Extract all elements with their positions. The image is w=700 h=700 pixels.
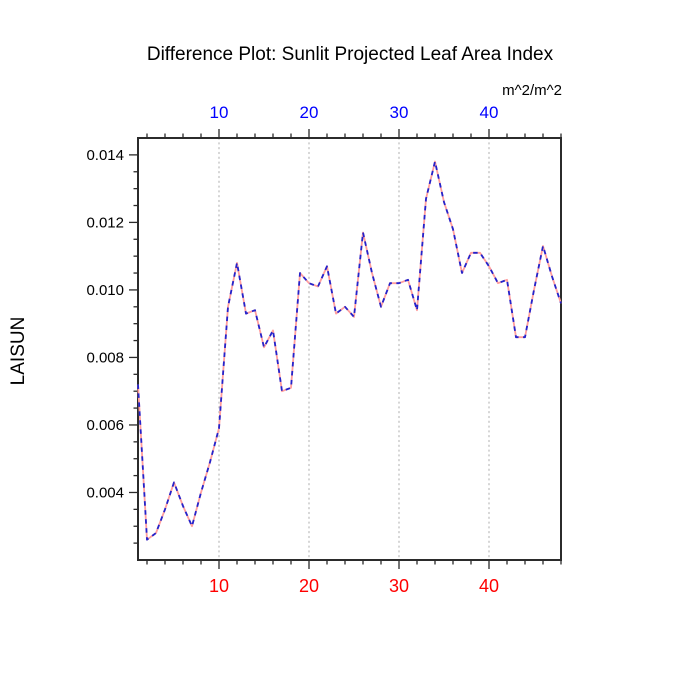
series-line-dashed	[137, 160, 562, 541]
x-tick-label-bottom: 40	[479, 576, 499, 596]
x-tick-label-top: 40	[480, 103, 499, 122]
x-tick-label-bottom: 20	[299, 576, 319, 596]
x-tick-label-bottom: 30	[389, 576, 409, 596]
x-tick-label-bottom: 10	[209, 576, 229, 596]
x-tick-label-top: 20	[300, 103, 319, 122]
y-tick-label: 0.008	[86, 349, 124, 366]
y-tick-label: 0.004	[86, 484, 124, 501]
y-tick-label: 0.006	[86, 417, 124, 434]
x-tick-label-top: 10	[210, 103, 229, 122]
series-line-underlay	[137, 160, 562, 541]
y-tick-label: 0.012	[86, 214, 124, 231]
chart-title: Difference Plot: Sunlit Projected Leaf A…	[146, 44, 554, 65]
plot-frame	[137, 137, 562, 561]
y-tick-label: 0.014	[86, 147, 124, 164]
y-tick-label: 0.010	[86, 282, 124, 299]
units-label: m^2/m^2	[502, 82, 562, 99]
x-tick-label-top: 30	[390, 103, 409, 122]
